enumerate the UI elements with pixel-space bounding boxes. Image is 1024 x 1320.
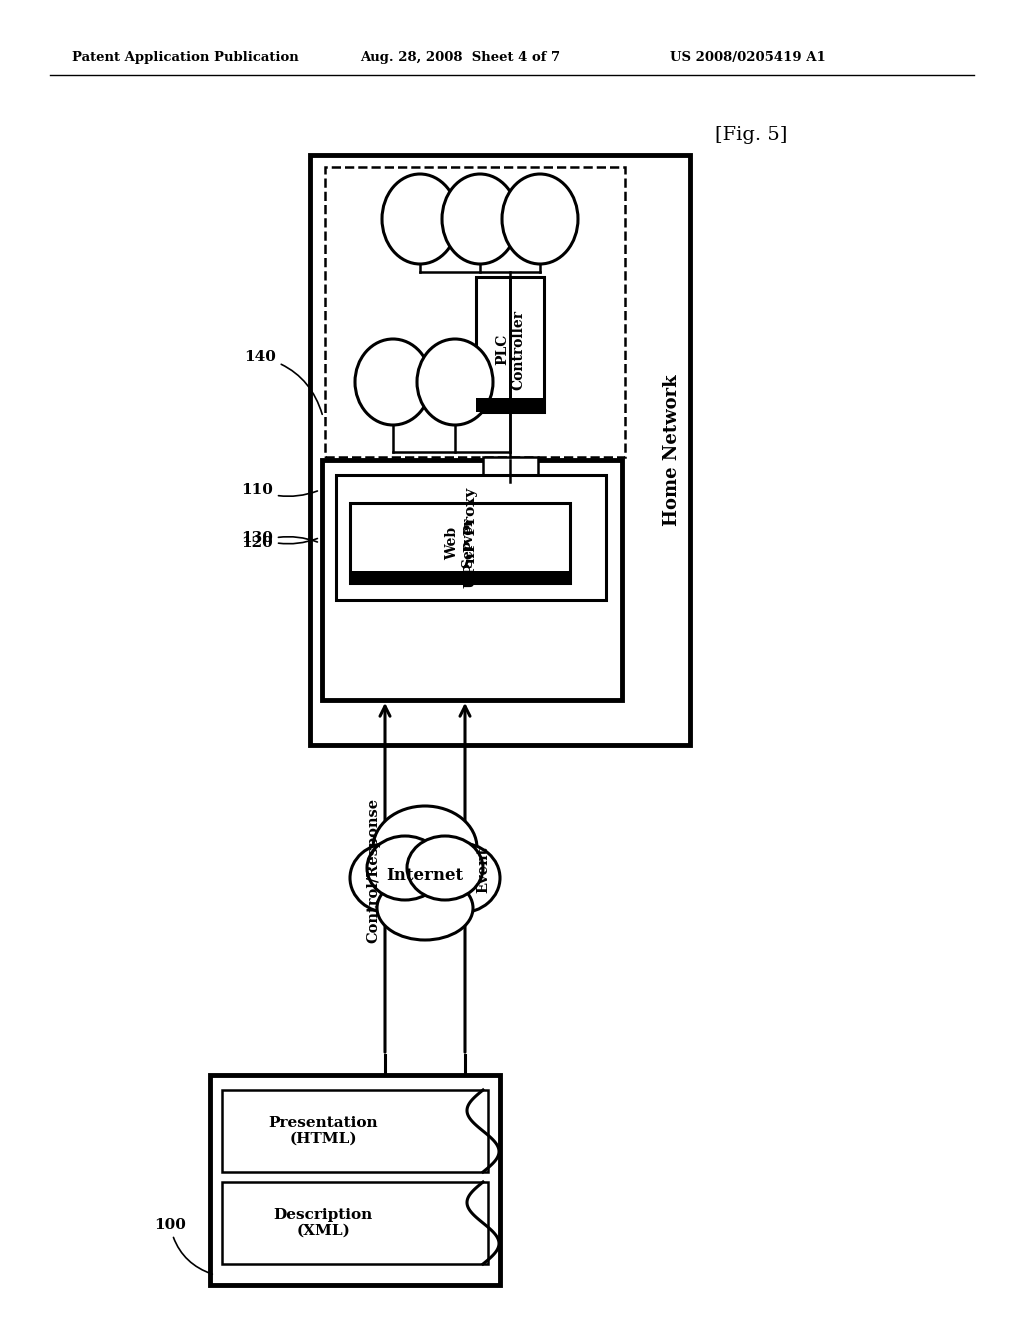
Bar (350, 572, 570, 583)
Text: 100: 100 (154, 1218, 212, 1274)
Ellipse shape (420, 843, 500, 913)
Text: 130: 130 (241, 531, 317, 544)
Text: Aug. 28, 2008  Sheet 4 of 7: Aug. 28, 2008 Sheet 4 of 7 (360, 51, 560, 65)
Ellipse shape (355, 339, 431, 425)
Text: Description
(XML): Description (XML) (273, 1208, 373, 1238)
Text: Event: Event (476, 847, 490, 894)
Text: Web
Server: Web Server (444, 517, 475, 568)
Ellipse shape (350, 843, 430, 913)
Bar (476, 277, 544, 412)
Text: UPnP Proxy: UPnP Proxy (464, 487, 478, 587)
Text: [Fig. 5]: [Fig. 5] (715, 125, 787, 144)
Bar (325, 168, 625, 457)
Text: US 2008/0205419 A1: US 2008/0205419 A1 (670, 51, 825, 65)
Ellipse shape (407, 836, 483, 900)
Bar (222, 1090, 488, 1172)
Bar (210, 1074, 500, 1284)
Ellipse shape (377, 876, 473, 940)
Text: 140: 140 (244, 350, 323, 414)
Text: Home Network: Home Network (663, 374, 681, 525)
Ellipse shape (417, 339, 493, 425)
Bar (350, 503, 570, 583)
Bar (222, 1181, 488, 1265)
Text: 110: 110 (241, 483, 317, 498)
Text: Patent Application Publication: Patent Application Publication (72, 51, 299, 65)
Bar (483, 457, 538, 482)
Ellipse shape (502, 174, 578, 264)
Ellipse shape (373, 807, 477, 890)
Bar (476, 399, 544, 412)
Text: Presentation
(HTML): Presentation (HTML) (268, 1115, 378, 1146)
Text: 120: 120 (241, 536, 317, 550)
Text: PLC
Controller: PLC Controller (495, 309, 525, 389)
Ellipse shape (382, 174, 458, 264)
Bar (336, 475, 606, 601)
Text: Internet: Internet (386, 866, 464, 883)
Bar (310, 154, 690, 744)
Ellipse shape (367, 836, 443, 900)
Text: Control/Response: Control/Response (366, 797, 380, 942)
Ellipse shape (442, 174, 518, 264)
Bar (322, 459, 622, 700)
